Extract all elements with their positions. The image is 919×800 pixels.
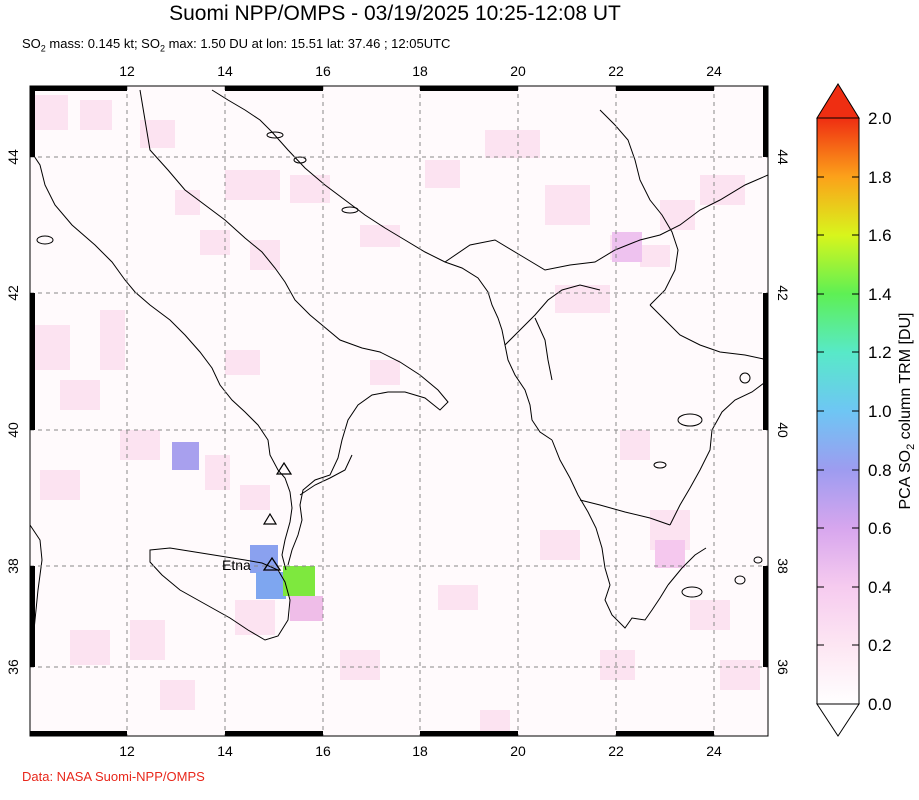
so2-pixel-pink xyxy=(655,540,685,568)
svg-text:20: 20 xyxy=(510,63,526,79)
svg-text:14: 14 xyxy=(217,63,233,79)
colorbar-max-arrow-icon xyxy=(816,83,860,119)
so2-pixel-pink xyxy=(290,596,323,621)
so2-pixel-max xyxy=(283,566,315,596)
svg-text:20: 20 xyxy=(510,743,526,759)
svg-text:18: 18 xyxy=(412,743,428,759)
svg-text:42: 42 xyxy=(5,285,21,301)
svg-text:36: 36 xyxy=(775,659,791,675)
svg-text:0.4: 0.4 xyxy=(868,578,892,597)
svg-text:1.0: 1.0 xyxy=(868,402,892,421)
svg-text:18: 18 xyxy=(412,63,428,79)
svg-text:0.6: 0.6 xyxy=(868,519,892,538)
svg-text:2.0: 2.0 xyxy=(868,109,892,128)
colorbar-title: PCA SO2 column TRM [DU] xyxy=(897,313,917,510)
data-credit: Data: NASA Suomi-NPP/OMPS xyxy=(22,769,205,784)
svg-text:0.2: 0.2 xyxy=(868,636,892,655)
lat-ticks-right: 44 42 40 38 36 xyxy=(775,149,791,675)
svg-text:22: 22 xyxy=(608,63,624,79)
svg-text:22: 22 xyxy=(608,743,624,759)
colorbar: 2.0 1.8 1.6 1.4 1.2 1.0 0.8 0.6 0.4 0.2 … xyxy=(816,83,917,737)
colorbar-labels: 2.0 1.8 1.6 1.4 1.2 1.0 0.8 0.6 0.4 0.2 … xyxy=(868,109,892,714)
svg-text:36: 36 xyxy=(5,659,21,675)
svg-text:12: 12 xyxy=(119,63,135,79)
svg-text:24: 24 xyxy=(706,63,722,79)
colorbar-min-arrow-icon xyxy=(816,703,860,737)
so2-pixel-blue xyxy=(250,545,278,573)
etna-label: Etna xyxy=(222,557,251,573)
svg-text:1.4: 1.4 xyxy=(868,285,892,304)
svg-text:1.8: 1.8 xyxy=(868,168,892,187)
so2-pixel-blue xyxy=(256,572,286,599)
frame-bars xyxy=(30,86,768,736)
volcano-marker-icon xyxy=(275,461,293,475)
svg-text:1.6: 1.6 xyxy=(868,226,892,245)
svg-text:0.0: 0.0 xyxy=(868,695,892,714)
svg-text:44: 44 xyxy=(5,149,21,165)
graticule xyxy=(30,86,768,736)
lon-ticks-bottom: 12 14 16 18 20 22 24 xyxy=(119,743,722,759)
svg-text:38: 38 xyxy=(775,558,791,574)
svg-text:0.8: 0.8 xyxy=(868,461,892,480)
so2-background-pixels xyxy=(30,95,760,736)
lon-ticks-top: 12 14 16 18 20 22 24 xyxy=(119,63,722,79)
svg-text:16: 16 xyxy=(315,743,331,759)
volcano-marker-icon xyxy=(262,512,278,525)
svg-text:14: 14 xyxy=(217,743,233,759)
svg-text:24: 24 xyxy=(706,743,722,759)
so2-pixel-blue xyxy=(172,442,199,470)
svg-text:40: 40 xyxy=(5,422,21,438)
etna-marker-icon xyxy=(262,556,282,571)
svg-text:42: 42 xyxy=(775,285,791,301)
map-title: Suomi NPP/OMPS - 03/19/2025 10:25-12:08 … xyxy=(169,2,621,25)
svg-text:44: 44 xyxy=(775,149,791,165)
svg-text:1.2: 1.2 xyxy=(868,343,892,362)
svg-text:38: 38 xyxy=(5,558,21,574)
so2-pixel-pink xyxy=(612,232,642,262)
svg-text:40: 40 xyxy=(775,422,791,438)
lat-ticks-left: 44 42 40 38 36 xyxy=(5,149,21,675)
svg-text:16: 16 xyxy=(315,63,331,79)
svg-text:12: 12 xyxy=(119,743,135,759)
so2-summary: SO2 mass: 0.145 kt; SO2 max: 1.50 DU at … xyxy=(22,36,451,54)
